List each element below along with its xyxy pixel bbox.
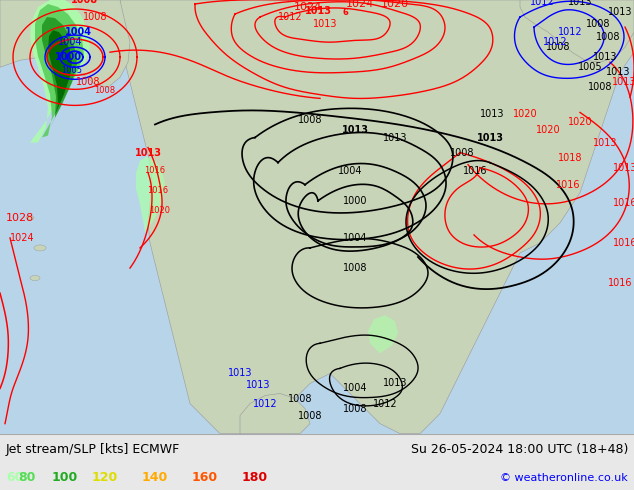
Polygon shape <box>0 0 130 87</box>
Text: 1012: 1012 <box>253 398 277 409</box>
Text: 1013: 1013 <box>342 125 368 136</box>
Text: 1024: 1024 <box>294 2 322 12</box>
Text: 1008: 1008 <box>343 404 367 414</box>
Text: 1008: 1008 <box>75 77 100 87</box>
Text: 1012: 1012 <box>529 0 554 7</box>
Text: 1024: 1024 <box>10 233 34 243</box>
Text: 1004: 1004 <box>65 27 91 37</box>
Text: 1008: 1008 <box>298 411 322 420</box>
Text: 1018: 1018 <box>558 152 582 163</box>
Text: 1012: 1012 <box>558 27 582 37</box>
Text: 1016: 1016 <box>148 186 169 195</box>
Text: 1008: 1008 <box>83 12 107 22</box>
Text: 1016: 1016 <box>145 166 165 175</box>
Text: 1004: 1004 <box>338 166 362 175</box>
Text: 60: 60 <box>6 471 23 485</box>
Text: 1008: 1008 <box>450 147 474 158</box>
Text: 1013: 1013 <box>593 138 618 147</box>
Text: 1008: 1008 <box>588 82 612 92</box>
Text: 1012: 1012 <box>543 37 567 47</box>
Polygon shape <box>368 315 398 353</box>
Polygon shape <box>48 30 72 115</box>
Text: 1008: 1008 <box>72 0 98 5</box>
Text: 160: 160 <box>192 471 218 485</box>
Text: 1020: 1020 <box>381 0 409 9</box>
Text: 1008: 1008 <box>586 19 611 29</box>
Text: 1012: 1012 <box>373 398 398 409</box>
Text: 1013: 1013 <box>246 380 270 391</box>
Text: 1004: 1004 <box>343 384 367 393</box>
Text: 1020: 1020 <box>513 109 537 120</box>
Text: 1013: 1013 <box>568 0 592 7</box>
Text: Jet stream/SLP [kts] ECMWF: Jet stream/SLP [kts] ECMWF <box>6 443 180 456</box>
Text: 1020: 1020 <box>150 206 171 215</box>
Text: 1013: 1013 <box>480 109 504 120</box>
Text: 1016: 1016 <box>608 278 632 288</box>
Polygon shape <box>42 17 77 127</box>
Text: 1028: 1028 <box>6 213 34 223</box>
Text: Su 26-05-2024 18:00 UTC (18+48): Su 26-05-2024 18:00 UTC (18+48) <box>411 443 628 456</box>
Text: 1020: 1020 <box>536 125 560 136</box>
Text: 120: 120 <box>92 471 119 485</box>
Text: 1008: 1008 <box>288 393 313 404</box>
Polygon shape <box>520 0 634 62</box>
Ellipse shape <box>34 245 46 251</box>
Text: 1013: 1013 <box>612 77 634 87</box>
Text: 1008: 1008 <box>596 32 620 42</box>
Polygon shape <box>30 0 90 143</box>
Text: 1000: 1000 <box>343 196 367 206</box>
Text: 1004: 1004 <box>343 233 367 243</box>
Text: 1024: 1024 <box>346 0 374 9</box>
Ellipse shape <box>30 275 40 281</box>
Text: 1013: 1013 <box>593 52 618 62</box>
Ellipse shape <box>26 216 34 220</box>
Text: 140: 140 <box>142 471 168 485</box>
Text: 1004: 1004 <box>58 37 82 47</box>
Text: 1013: 1013 <box>313 19 337 29</box>
Polygon shape <box>136 157 165 233</box>
Text: 1013: 1013 <box>477 132 503 143</box>
Text: 1005: 1005 <box>578 62 602 72</box>
Text: 1013: 1013 <box>608 7 632 17</box>
Text: 100: 100 <box>52 471 78 485</box>
Text: 1008: 1008 <box>298 116 322 125</box>
Text: 1016: 1016 <box>612 198 634 208</box>
Text: 1013: 1013 <box>134 147 162 158</box>
Text: 1016: 1016 <box>612 238 634 248</box>
Text: 1008: 1008 <box>546 42 570 52</box>
Text: 6: 6 <box>342 7 348 17</box>
Polygon shape <box>120 0 634 434</box>
Text: 1000: 1000 <box>55 52 82 62</box>
Polygon shape <box>240 393 310 434</box>
Text: 1013: 1013 <box>612 163 634 172</box>
Text: © weatheronline.co.uk: © weatheronline.co.uk <box>500 473 628 483</box>
Text: 1012: 1012 <box>278 12 302 22</box>
Text: 1005: 1005 <box>61 66 82 75</box>
Text: 80: 80 <box>18 471 36 485</box>
Text: 1013: 1013 <box>605 67 630 77</box>
Text: 1020: 1020 <box>567 118 592 127</box>
Text: 1016: 1016 <box>463 166 488 175</box>
Text: 1013: 1013 <box>383 132 407 143</box>
Text: 1013: 1013 <box>304 6 332 16</box>
Text: 1016: 1016 <box>556 180 580 190</box>
Text: 1013: 1013 <box>383 378 407 389</box>
Text: 1008: 1008 <box>343 263 367 273</box>
Text: 180: 180 <box>242 471 268 485</box>
Text: 1008: 1008 <box>94 86 115 95</box>
Text: 1013: 1013 <box>228 368 252 378</box>
Polygon shape <box>35 4 84 138</box>
